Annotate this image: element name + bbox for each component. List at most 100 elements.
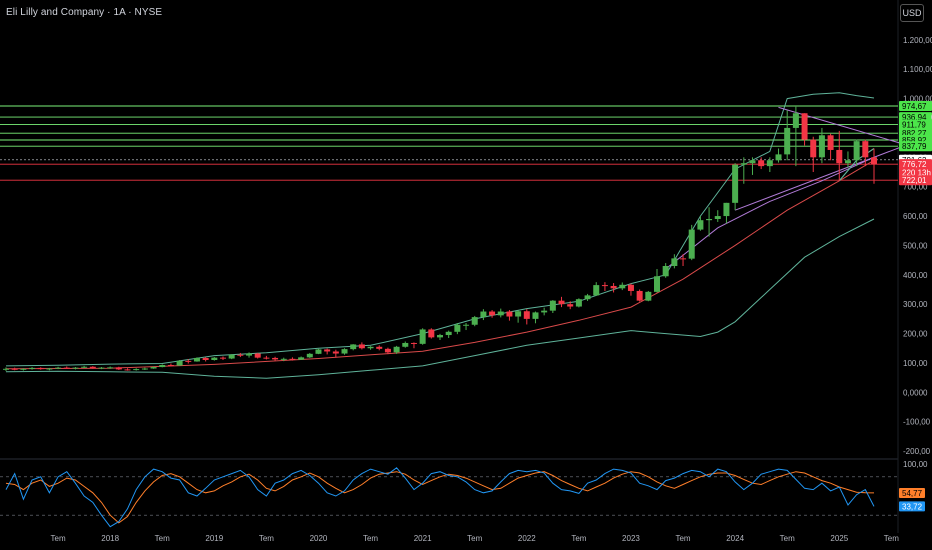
x-tick-label: 2018	[101, 534, 119, 543]
candle-body	[463, 324, 470, 326]
candle-body	[827, 135, 834, 150]
x-tick-label: 2023	[622, 534, 640, 543]
price-tag	[899, 167, 932, 178]
y-tick-label: 400,00	[903, 271, 928, 280]
candle-body	[20, 368, 27, 370]
moving-average-red-line	[5, 159, 875, 370]
candle-body	[671, 258, 678, 266]
price-tag	[899, 159, 932, 170]
x-tick-label: 2025	[830, 534, 848, 543]
candle-body	[89, 366, 96, 369]
price-tag-label: 911,79	[902, 120, 926, 129]
candle-body	[228, 354, 235, 359]
candle-body	[133, 369, 140, 371]
candle-body	[193, 357, 200, 362]
candle-body	[358, 344, 365, 349]
candle-body	[107, 367, 114, 369]
candle-body	[72, 367, 79, 369]
candle-body	[844, 160, 851, 164]
candle-body	[37, 367, 44, 370]
candle-body	[185, 360, 192, 362]
candle-body	[688, 229, 695, 259]
oscillator-value-tag	[899, 487, 925, 498]
x-tick-label: Tem	[363, 534, 378, 543]
candle-body	[662, 266, 669, 277]
x-tick-label: Tem	[259, 534, 274, 543]
y-tick-label: -200,00	[903, 447, 931, 456]
candle-body	[63, 367, 70, 369]
candle-body	[532, 312, 539, 319]
currency-button[interactable]: USD	[900, 4, 924, 22]
candle-body	[489, 311, 496, 316]
candle-body	[220, 357, 226, 359]
candle-body	[115, 367, 122, 370]
candle-body	[740, 163, 747, 165]
candle-body	[237, 354, 244, 356]
candle-body	[332, 351, 339, 354]
y-tick-label: 1.000,00	[903, 95, 932, 104]
oscillator-value-label: 54,77	[902, 489, 923, 498]
candle-body	[480, 311, 487, 318]
candle-body	[254, 353, 261, 358]
trendline-upper	[778, 106, 909, 147]
candle-body	[610, 285, 617, 289]
moving-average-purple-line	[665, 156, 875, 270]
oscillator-value-label: 33,72	[902, 502, 923, 511]
candle-body	[471, 317, 478, 325]
candle-body	[246, 353, 253, 356]
candle-body	[167, 364, 174, 366]
candle-body	[3, 368, 9, 370]
stochastic-d-line	[5, 471, 875, 524]
candle-body	[775, 154, 782, 161]
candle-body	[81, 366, 88, 368]
candle-body	[289, 358, 296, 360]
candle-body	[801, 113, 808, 140]
price-tag-label: 837,79	[902, 142, 927, 151]
price-tag	[899, 141, 932, 152]
candle-body	[645, 291, 652, 301]
candle-body	[680, 258, 687, 260]
y-tick-label: 600,00	[903, 212, 928, 221]
x-tick-label: Tem	[467, 534, 482, 543]
price-tag-label: 220 13h	[902, 169, 931, 178]
candle-body	[46, 368, 53, 370]
candle-body	[714, 216, 721, 219]
candle-body	[697, 220, 704, 230]
candle-body	[523, 311, 530, 319]
candle-body	[627, 284, 634, 291]
candle-body	[541, 310, 548, 313]
x-tick-label: Tem	[675, 534, 690, 543]
candle-body	[159, 364, 166, 368]
candle-body	[497, 311, 504, 316]
candle-body	[619, 284, 626, 289]
candle-body	[636, 290, 643, 301]
oscillator-value-tag	[899, 501, 925, 512]
candle-body	[549, 300, 556, 311]
candle-body	[567, 304, 574, 307]
candle-body	[350, 344, 357, 350]
candle-body	[55, 367, 62, 369]
candle-body	[150, 367, 157, 369]
candle-body	[11, 368, 18, 370]
candle-body	[558, 300, 565, 305]
price-tag-label: 882,27	[902, 129, 927, 138]
candle-body	[367, 346, 374, 349]
candle-body	[393, 346, 400, 353]
y-tick-label: 300,00	[903, 300, 928, 309]
price-tag	[899, 175, 932, 186]
y-tick-label: 200,00	[903, 330, 928, 339]
candle-body	[324, 349, 331, 352]
candle-body	[593, 285, 600, 296]
x-tick-label: 2019	[205, 534, 223, 543]
candle-body	[410, 342, 417, 344]
candle-body	[749, 160, 756, 164]
stochastic-k-line	[5, 467, 875, 528]
y-tick-label: 700,00	[903, 183, 928, 192]
candle-body	[263, 357, 270, 359]
trendline-lower	[734, 143, 909, 211]
price-tag-label: 722,01	[902, 176, 927, 185]
candle-body	[818, 135, 825, 158]
y-tick-label: 0,0000	[903, 388, 928, 397]
candle-body	[723, 202, 730, 217]
